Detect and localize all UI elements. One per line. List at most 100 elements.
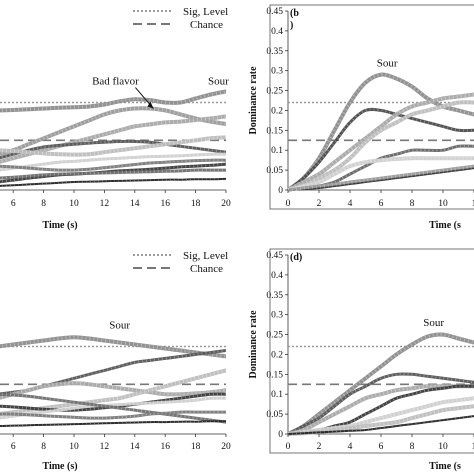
y-tick-label: 0.2 bbox=[271, 350, 283, 360]
series-line-3 bbox=[0, 381, 226, 400]
y-tick-label: 0 bbox=[278, 186, 283, 196]
series-line-7 bbox=[288, 167, 474, 191]
annotation-arrowhead bbox=[147, 101, 154, 109]
sig-level-legend-label: Sig, Level bbox=[183, 250, 228, 262]
y-tick-label: 0 bbox=[278, 430, 283, 440]
x-tick-label: 20 bbox=[221, 442, 231, 452]
annotation-label: Sour bbox=[377, 58, 398, 70]
series-line-4 bbox=[0, 139, 226, 160]
y-tick-label: 0.25 bbox=[266, 331, 283, 341]
x-tick-label: 14 bbox=[130, 442, 140, 452]
chart-panel-d: 0 2 4 6 8 10 100.050.10.150.20.250.30.350.40.4… bbox=[248, 248, 474, 472]
legend-top: Sig, Level Chance bbox=[133, 6, 228, 31]
series-line-6 bbox=[0, 152, 226, 172]
x-tick-label: 0 bbox=[286, 442, 291, 452]
legend-middle: Sig, Level Chance bbox=[133, 250, 228, 275]
x-tick-label: 12 bbox=[100, 442, 110, 452]
x-tick-label: 14 bbox=[130, 199, 140, 209]
y-tick-label: 0.05 bbox=[266, 410, 283, 420]
x-tick-label: 8 bbox=[41, 199, 46, 209]
x-tick-label: 10 bbox=[69, 199, 79, 209]
series-line-9 bbox=[0, 410, 226, 420]
series-line-1 bbox=[0, 335, 226, 359]
series-line-7 bbox=[288, 415, 474, 435]
y-tick-label: 0.25 bbox=[266, 87, 283, 97]
x-tick-label: 6 bbox=[11, 199, 16, 209]
series-line-10 bbox=[0, 158, 226, 172]
y-tick-label: 0.35 bbox=[266, 47, 283, 57]
series-line-1 bbox=[288, 332, 474, 436]
x-tick-label: 18 bbox=[191, 199, 201, 209]
x-tick-label: 2 bbox=[317, 199, 322, 209]
annotation-label: Sour bbox=[109, 320, 130, 332]
x-tick-label: 16 bbox=[160, 199, 170, 209]
x-tick-label: 4 bbox=[348, 442, 353, 452]
series-line-2 bbox=[288, 372, 474, 436]
series-line-1 bbox=[0, 89, 226, 113]
y-tick-label: 0.45 bbox=[266, 251, 283, 261]
annotation-label: Sour bbox=[208, 76, 229, 88]
y-tick-label: 0.05 bbox=[266, 166, 283, 176]
x-tick-label: 8 bbox=[410, 442, 415, 452]
y-axis-label: Dominance rate bbox=[248, 66, 259, 135]
panel-frame bbox=[269, 248, 474, 454]
x-axis-label: Time (s) bbox=[42, 220, 77, 231]
y-tick-label: 0.4 bbox=[271, 27, 283, 37]
chart-panel-a: 6 8 10 12 14 16 18 20 Time (s) Bad flavor Sour bbox=[0, 76, 231, 231]
x-axis-label: Time (s bbox=[429, 461, 461, 472]
y-tick-label: 0.15 bbox=[266, 126, 283, 136]
series-line-6 bbox=[288, 156, 474, 192]
x-tick-label: 6 bbox=[379, 199, 384, 209]
series-group bbox=[288, 332, 474, 436]
series-texture-6 bbox=[288, 156, 474, 192]
series-group bbox=[0, 335, 226, 427]
x-tick-label: 2 bbox=[317, 442, 322, 452]
series-line-8 bbox=[0, 168, 226, 180]
panel-label: (d) bbox=[290, 252, 302, 263]
series-texture-1 bbox=[288, 333, 474, 436]
series-line-8 bbox=[0, 420, 226, 427]
x-tick-label: 20 bbox=[221, 199, 231, 209]
series-line-2 bbox=[288, 107, 474, 192]
chance-legend-label: Chance bbox=[190, 263, 223, 275]
series-texture-4 bbox=[288, 100, 474, 192]
x-tick-label: 6 bbox=[11, 442, 16, 452]
sig-level-legend-label: Sig, Level bbox=[183, 6, 228, 18]
chance-legend-label: Chance bbox=[190, 19, 223, 31]
series-group bbox=[288, 72, 474, 192]
series-texture-3 bbox=[288, 384, 474, 436]
series-line-2 bbox=[0, 106, 226, 156]
x-tick-label: 10 bbox=[69, 442, 79, 452]
series-line-7 bbox=[0, 392, 226, 424]
annotation-label: Sour bbox=[423, 317, 444, 329]
x-tick-label: 10 bbox=[438, 442, 448, 452]
x-tick-label: 1 bbox=[472, 199, 474, 209]
x-tick-label: 4 bbox=[348, 199, 353, 209]
x-tick-label: 10 bbox=[438, 199, 448, 209]
y-tick-label: 0.4 bbox=[271, 271, 283, 281]
x-tick-label: 6 bbox=[379, 442, 384, 452]
chart-panel-b: 0 2 4 6 8 10 100.050.10.150.20.250.30.350.40.4… bbox=[248, 4, 474, 231]
x-axis-label: Time (s bbox=[429, 220, 461, 231]
annotation-label: Bad flavor bbox=[92, 76, 139, 88]
x-axis-label: Time (s) bbox=[42, 461, 77, 472]
series-texture-7 bbox=[288, 167, 474, 191]
series-line-9 bbox=[0, 177, 226, 187]
x-tick-label: 16 bbox=[160, 442, 170, 452]
series-line-4 bbox=[288, 100, 474, 192]
series-texture-2 bbox=[0, 106, 226, 156]
series-line-6 bbox=[0, 396, 226, 420]
x-tick-label: 8 bbox=[410, 199, 415, 209]
series-texture-8 bbox=[288, 165, 474, 191]
y-tick-label: 0.1 bbox=[271, 146, 283, 156]
series-line-3 bbox=[288, 92, 474, 192]
series-line-3 bbox=[288, 384, 474, 436]
chart-panel-c: 6 8 10 12 14 16 18 20 Time (s) Sour bbox=[0, 320, 231, 472]
panel-label: ) bbox=[290, 20, 293, 31]
series-line-8 bbox=[288, 164, 474, 192]
y-tick-label: 0.35 bbox=[266, 291, 283, 301]
series-group bbox=[0, 89, 226, 187]
y-tick-label: 0.3 bbox=[271, 67, 283, 77]
y-axis-label: Dominance rate bbox=[248, 310, 259, 379]
